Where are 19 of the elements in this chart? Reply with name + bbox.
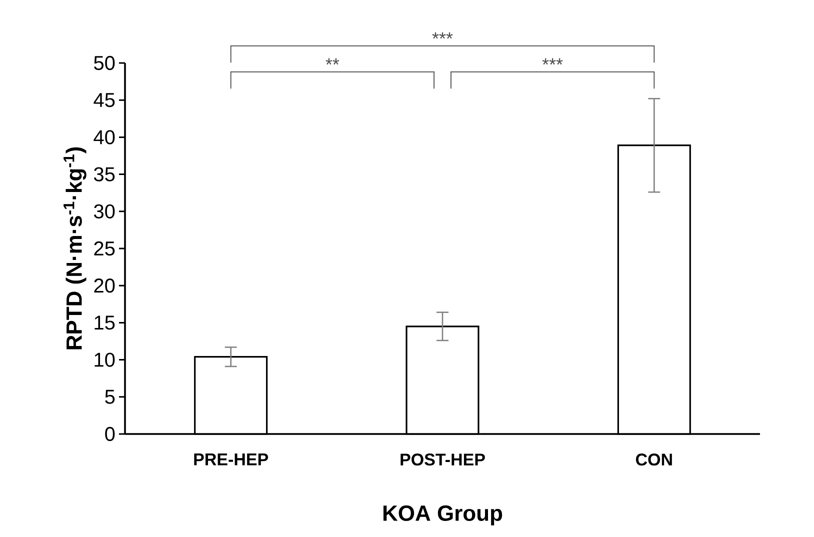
y-tick-label: 15 [94, 316, 115, 330]
y-tick-label: 40 [94, 130, 115, 144]
text: *** [432, 32, 453, 39]
y-tick-label: 50 [94, 56, 115, 70]
y-tick-label: 45 [94, 93, 115, 108]
annotation: ** [326, 58, 340, 65]
y-tick-label: 20 [94, 278, 115, 293]
y-axis-title: RPTD (N·m·s$^{-1}$·kg$^{-1}$) [64, 147, 86, 350]
y-tick-label: 30 [94, 204, 115, 218]
y-tick-label: 5 [105, 390, 115, 404]
y-tick-label: 0 [105, 426, 115, 442]
y-tick-label: 35 [94, 167, 115, 182]
x-tick-label: PRE-HEP [194, 454, 268, 466]
x-tick-label: CON [636, 454, 672, 466]
annotation: *** [542, 58, 563, 65]
x-tick-label: POST-HEP [400, 454, 485, 466]
y-tick-label: 10 [94, 352, 115, 367]
x-axis-title: KOA Group [383, 505, 502, 526]
y-tick-label: 25 [94, 241, 115, 256]
